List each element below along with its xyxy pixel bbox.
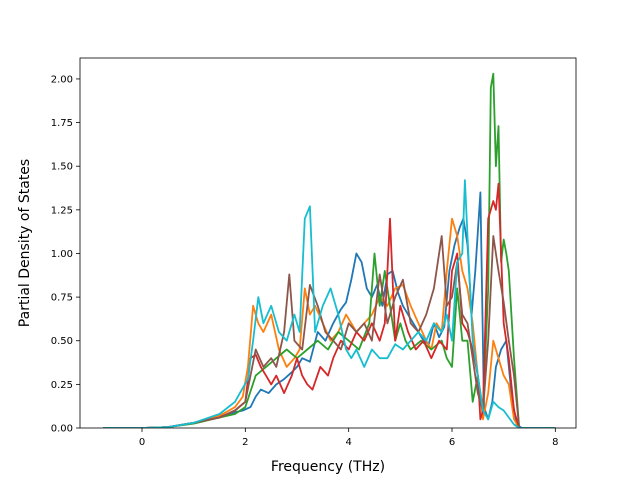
y-tick-label: 0.75 bbox=[51, 293, 73, 304]
x-tick-label: 6 bbox=[449, 437, 455, 448]
x-axis: 0 2 4 6 8 bbox=[139, 428, 559, 448]
series-line-3 bbox=[103, 72, 556, 428]
x-tick-label: 2 bbox=[242, 437, 248, 448]
series-line-6 bbox=[103, 179, 556, 428]
y-tick-label: 1.50 bbox=[51, 162, 73, 173]
series-layer bbox=[103, 72, 556, 428]
y-tick-label: 0.25 bbox=[51, 380, 73, 391]
y-tick-label: 0.00 bbox=[51, 424, 73, 435]
x-tick-label: 8 bbox=[552, 437, 558, 448]
x-tick-label: 0 bbox=[139, 437, 145, 448]
y-axis-label: Partial Density of States bbox=[17, 159, 33, 327]
x-tick-label: 4 bbox=[345, 437, 351, 448]
y-tick-label: 0.50 bbox=[51, 336, 73, 347]
y-tick-label: 1.00 bbox=[51, 249, 73, 260]
x-axis-label: Frequency (THz) bbox=[271, 459, 385, 475]
y-tick-label: 1.75 bbox=[51, 118, 73, 129]
y-tick-label: 1.25 bbox=[51, 205, 73, 216]
plot-frame bbox=[79, 57, 577, 429]
y-tick-label: 2.00 bbox=[51, 74, 73, 85]
y-axis: 0.00 0.25 0.50 0.75 1.00 1.25 1.50 1.75 2.00 bbox=[51, 74, 80, 435]
